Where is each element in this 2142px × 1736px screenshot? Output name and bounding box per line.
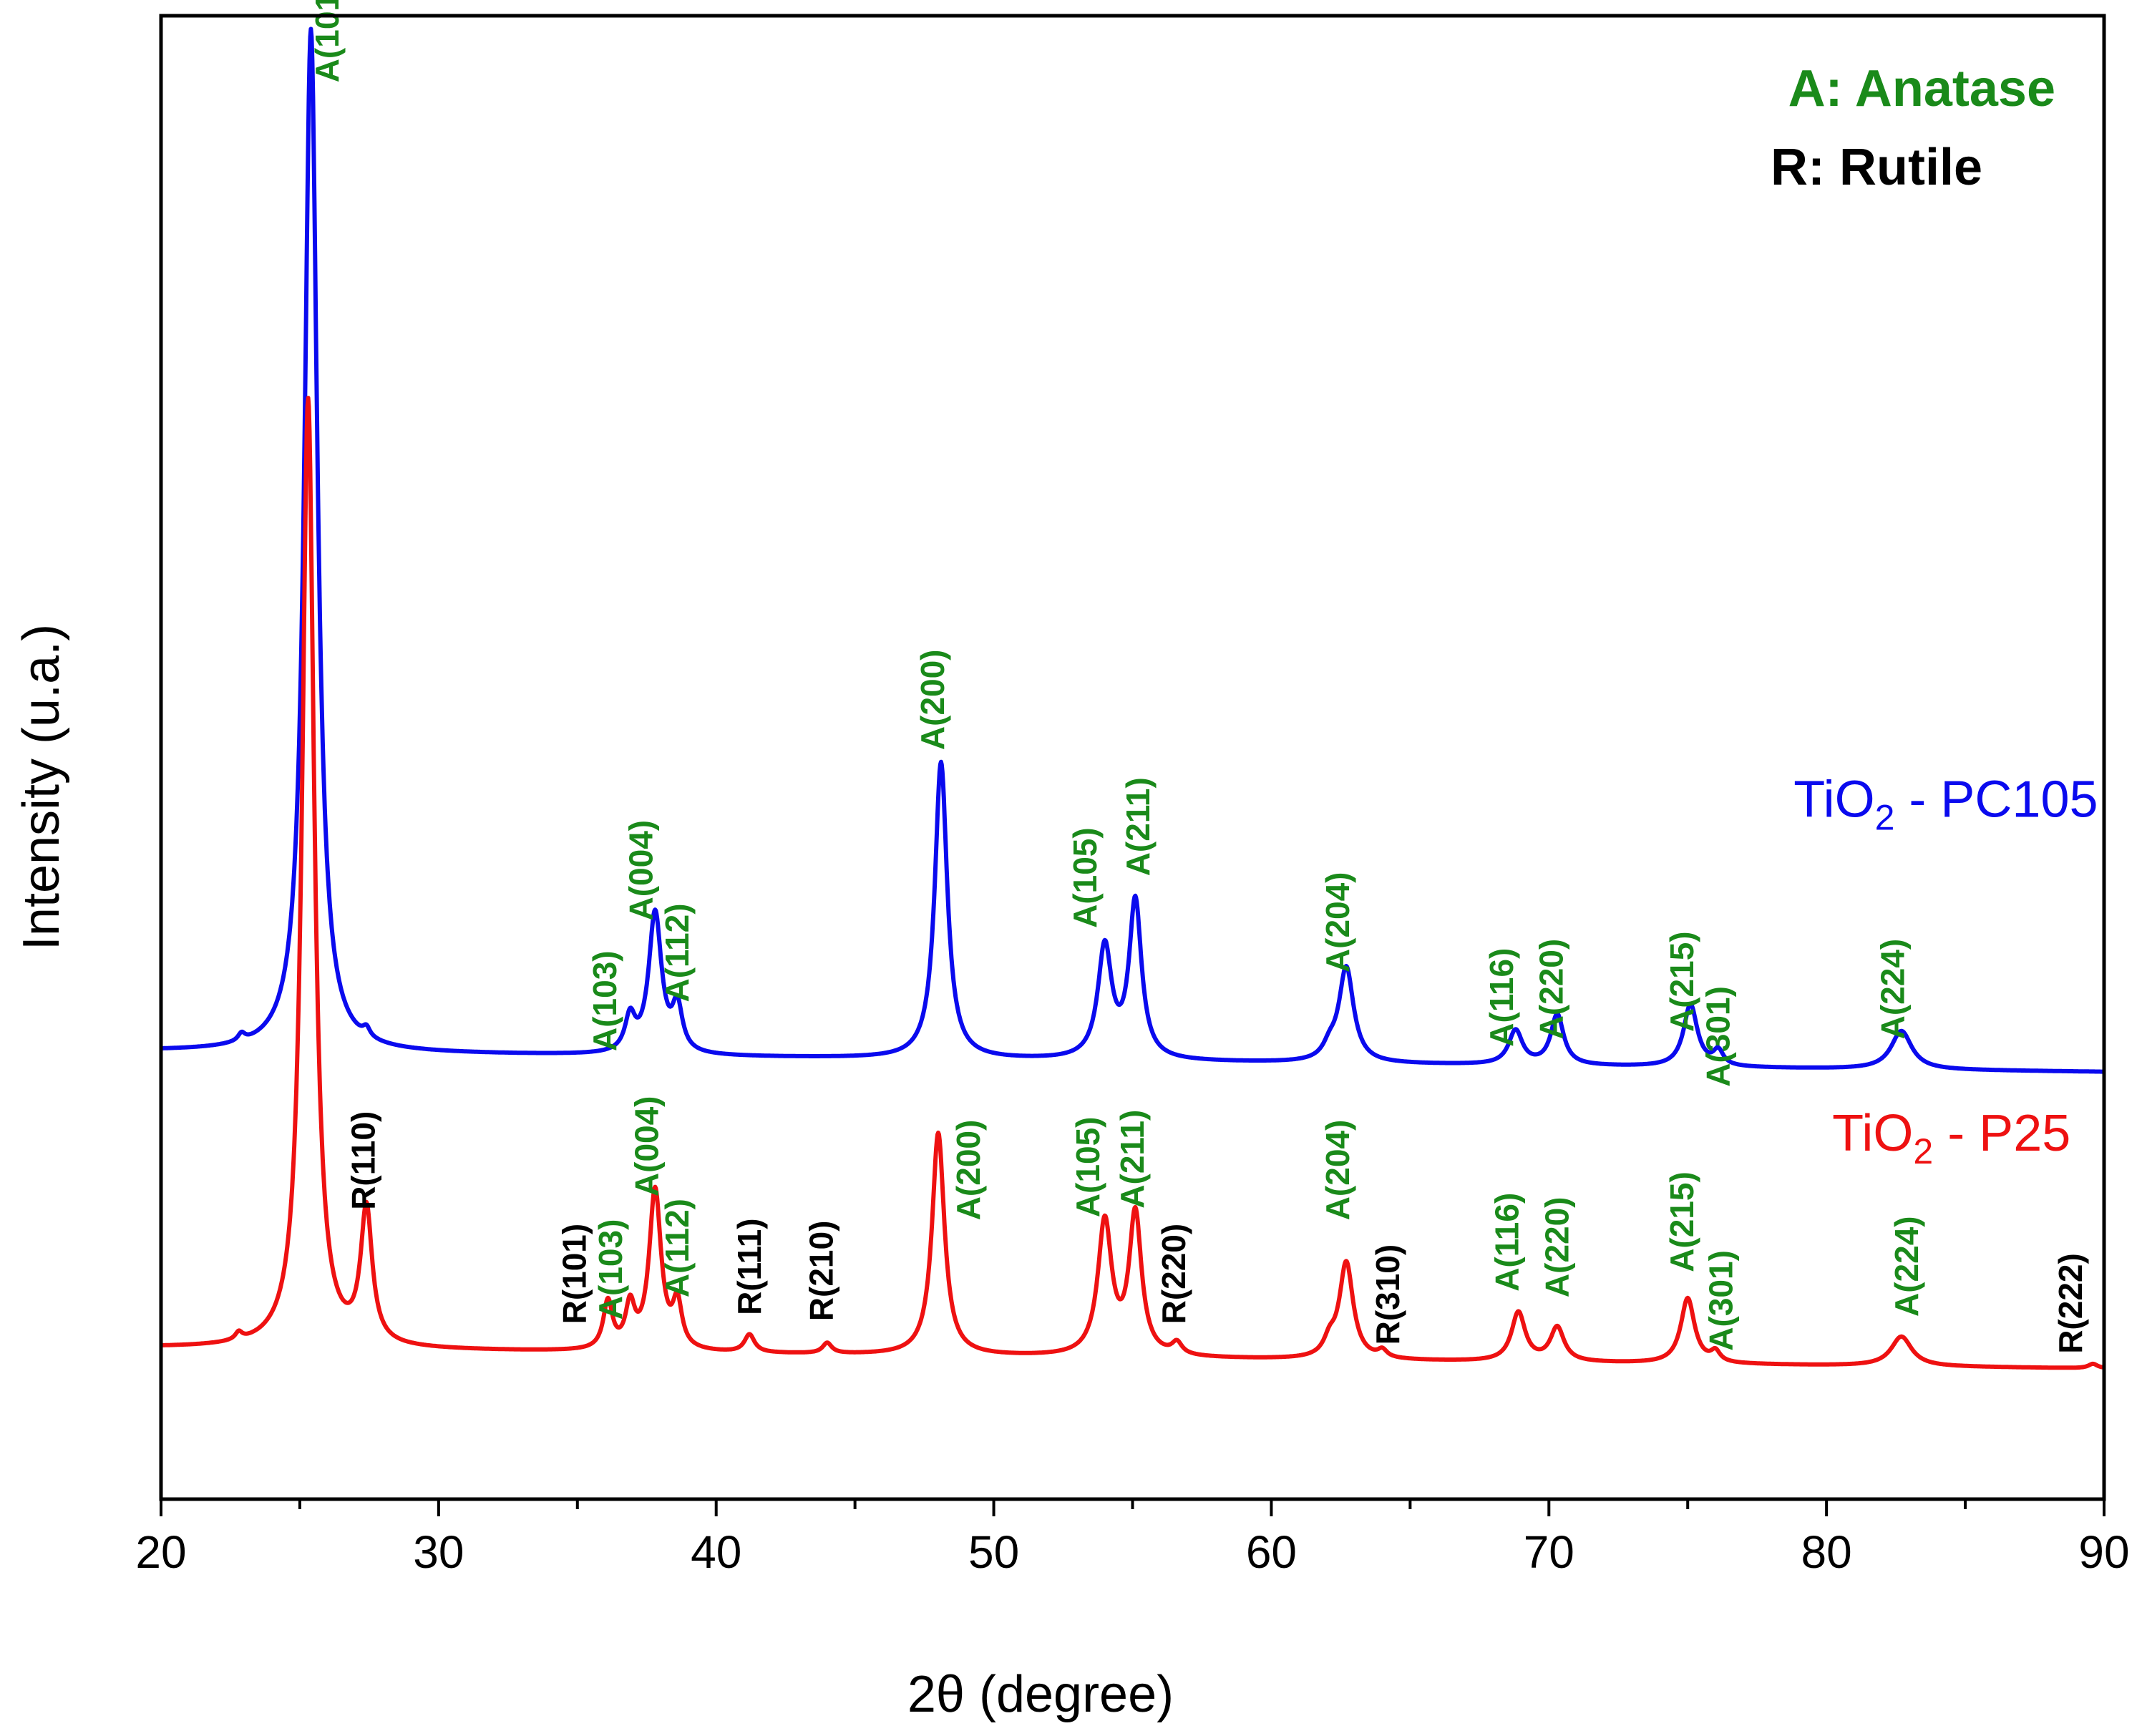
x-tick-label: 30: [413, 1526, 464, 1578]
peak-label-a105: A(105): [1069, 1116, 1106, 1217]
peak-label-a204: A(204): [1319, 1120, 1356, 1221]
x-tick-label: 90: [2078, 1526, 2129, 1578]
peak-label-a200: A(200): [950, 1120, 987, 1221]
x-tick-label: 40: [691, 1526, 741, 1578]
peak-label-a103: A(103): [592, 1219, 629, 1320]
peak-label-a112: A(112): [658, 903, 696, 1002]
annotation-layer: A(101)A(103)A(004)A(112)A(200)A(105)A(21…: [308, 0, 2089, 1354]
x-tick-label: 70: [1524, 1526, 1574, 1578]
peak-label-a105: A(105): [1066, 827, 1104, 928]
peak-label-a101: A(101): [308, 0, 346, 82]
series-label-pc105: TiO2 - PC105: [1793, 771, 2098, 837]
y-axis-title: Intensity (u.a.): [13, 624, 70, 950]
peak-label-r110: R(110): [345, 1111, 382, 1210]
peak-label-a211: A(211): [1119, 777, 1157, 876]
x-tick-label: 60: [1246, 1526, 1297, 1578]
series-line-p25: [160, 396, 2106, 1370]
peak-label-a004: A(004): [628, 1096, 665, 1196]
x-axis-title: 2θ (degree): [907, 1666, 1174, 1723]
legend-anatase: A: Anatase: [1788, 60, 2055, 117]
series-line-pc105: [160, 26, 2106, 1074]
x-tick-label: 20: [135, 1526, 186, 1578]
axis-layer: 20 30 40 50 60 70 80 90: [135, 14, 2130, 1578]
peak-label-a224: A(224): [1874, 939, 1912, 1040]
peak-label-a004: A(004): [623, 820, 660, 921]
series-layer: [160, 26, 2106, 1370]
peak-label-r101: R(101): [555, 1224, 593, 1325]
peak-label-a112: A(112): [658, 1199, 696, 1297]
peak-label-a200: A(200): [914, 649, 951, 750]
phase-legend: A: Anatase R: Rutile: [1771, 60, 2055, 196]
peak-label-a215: A(215): [1663, 931, 1700, 1032]
peak-label-a220: A(220): [1538, 1196, 1575, 1297]
peak-label-a220: A(220): [1533, 939, 1570, 1040]
peak-label-a211: A(211): [1114, 1110, 1151, 1209]
legend-rutile: R: Rutile: [1771, 139, 1982, 196]
peak-label-a204: A(204): [1319, 872, 1356, 972]
peak-label-a224: A(224): [1888, 1216, 1925, 1317]
peak-label-a116: A(116): [1483, 948, 1520, 1047]
series-label-p25: TiO2 - P25: [1832, 1105, 2070, 1171]
x-tick-label: 80: [1801, 1526, 1852, 1578]
peak-label-a301: A(301): [1699, 986, 1736, 1087]
peak-label-a103: A(103): [586, 950, 623, 1051]
peak-label-a116: A(116): [1489, 1193, 1526, 1292]
peak-label-a215: A(215): [1663, 1171, 1700, 1272]
peak-label-r210: R(210): [803, 1221, 840, 1322]
peak-label-r310: R(310): [1369, 1244, 1406, 1345]
x-tick-label: 50: [968, 1526, 1019, 1578]
peak-label-r111: R(111): [731, 1218, 768, 1315]
peak-label-r222: R(222): [2052, 1253, 2089, 1354]
series-labels: TiO2 - PC105 TiO2 - P25: [1793, 771, 2098, 1171]
peak-label-r220: R(220): [1155, 1224, 1192, 1325]
peak-label-a301: A(301): [1702, 1250, 1739, 1351]
